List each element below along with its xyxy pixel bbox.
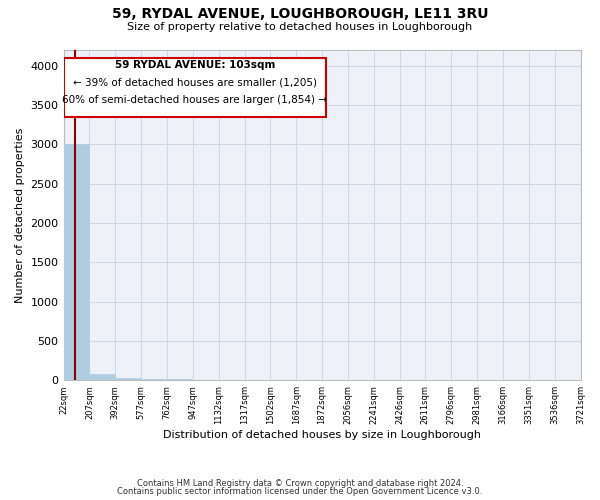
- Bar: [116, 378, 140, 380]
- Bar: [64, 144, 89, 380]
- Y-axis label: Number of detached properties: Number of detached properties: [15, 128, 25, 303]
- Bar: [167, 379, 192, 380]
- Text: 59, RYDAL AVENUE, LOUGHBOROUGH, LE11 3RU: 59, RYDAL AVENUE, LOUGHBOROUGH, LE11 3RU: [112, 8, 488, 22]
- Text: Contains HM Land Registry data © Crown copyright and database right 2024.: Contains HM Land Registry data © Crown c…: [137, 478, 463, 488]
- Bar: [90, 374, 115, 380]
- Text: 60% of semi-detached houses are larger (1,854) →: 60% of semi-detached houses are larger (…: [62, 96, 327, 106]
- FancyBboxPatch shape: [64, 58, 326, 117]
- Text: Contains public sector information licensed under the Open Government Licence v3: Contains public sector information licen…: [118, 487, 482, 496]
- Text: 59 RYDAL AVENUE: 103sqm: 59 RYDAL AVENUE: 103sqm: [115, 60, 275, 70]
- Text: ← 39% of detached houses are smaller (1,205): ← 39% of detached houses are smaller (1,…: [73, 77, 317, 87]
- Text: Size of property relative to detached houses in Loughborough: Size of property relative to detached ho…: [127, 22, 473, 32]
- X-axis label: Distribution of detached houses by size in Loughborough: Distribution of detached houses by size …: [163, 430, 481, 440]
- Bar: [142, 379, 166, 380]
